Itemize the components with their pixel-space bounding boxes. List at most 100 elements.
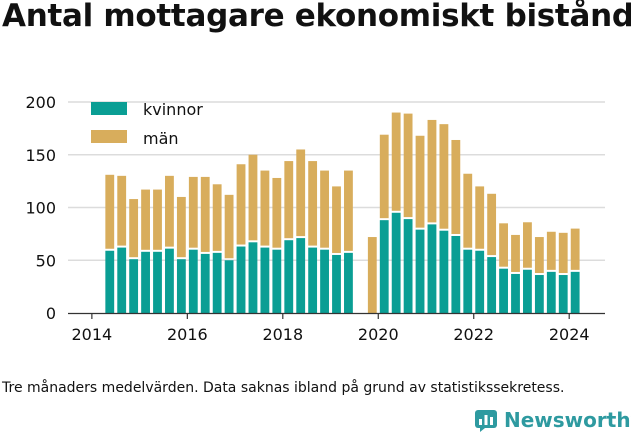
brand-logo[interactable]: Newsworthy	[474, 408, 631, 432]
bar-man	[188, 176, 198, 248]
bar-kvinnor	[236, 246, 246, 313]
y-tick-label: 100	[25, 199, 56, 218]
bar-man	[176, 196, 186, 258]
legend-label-man: män	[143, 129, 179, 148]
bar-kvinnor	[165, 248, 174, 313]
bar-kvinnor	[296, 238, 306, 313]
bar-man	[403, 113, 413, 218]
bar-kvinnor	[546, 271, 556, 313]
bar-kvinnor	[141, 251, 150, 313]
bar-man	[248, 154, 258, 241]
bar-man	[427, 119, 437, 223]
stacked-bar-chart: 0 50 100 150 200 2014 2016 2018 2020 2022 2024 kvi…	[25, 93, 605, 344]
bar-man	[451, 139, 461, 234]
bar-man	[391, 112, 401, 211]
bar-kvinnor	[272, 249, 282, 313]
bar-kvinnor	[320, 249, 329, 313]
bar-man	[141, 189, 150, 250]
chart-title: Antal mottagare ekonomiskt bistånd	[2, 0, 631, 34]
bar-man	[344, 170, 353, 251]
bar-kvinnor	[260, 247, 270, 313]
bar-kvinnor	[534, 275, 544, 313]
legend-swatch-kvinnor	[91, 102, 127, 115]
bar-man	[523, 222, 532, 268]
x-tick-label: 2022	[453, 325, 494, 344]
bar-kvinnor	[200, 253, 210, 313]
bar-kvinnor	[379, 220, 389, 313]
bar-man	[499, 223, 508, 267]
bar-kvinnor	[475, 250, 485, 313]
bar-man	[129, 199, 139, 258]
bar-kvinnor	[415, 229, 425, 313]
bar-man	[463, 173, 473, 248]
y-tick-label: 0	[46, 304, 56, 323]
bar-kvinnor	[224, 260, 234, 313]
bar-man	[320, 170, 329, 248]
y-tick-label: 200	[25, 93, 56, 112]
bar-man	[296, 149, 306, 237]
bar-kvinnor	[188, 249, 198, 313]
bar-man	[570, 228, 580, 270]
bar-man	[153, 189, 162, 250]
x-tick-label: 2020	[358, 325, 399, 344]
bar-man	[415, 135, 425, 228]
bar-kvinnor	[344, 252, 353, 313]
bar-kvinnor	[463, 249, 473, 313]
bar-kvinnor	[117, 247, 127, 313]
bar-man	[439, 124, 449, 229]
bar-kvinnor	[487, 257, 497, 313]
bar-kvinnor	[499, 268, 508, 313]
bar-kvinnor	[403, 219, 413, 313]
bar-kvinnor	[332, 254, 341, 313]
bars	[105, 112, 580, 313]
bar-man	[332, 186, 341, 253]
bar-kvinnor	[176, 259, 186, 313]
bar-man	[236, 164, 246, 245]
y-tick-label: 50	[36, 251, 56, 270]
bar-kvinnor	[439, 230, 449, 313]
bar-kvinnor	[308, 247, 318, 313]
bar-kvinnor	[427, 224, 437, 313]
bar-man	[546, 231, 556, 270]
bar-kvinnor	[451, 235, 461, 313]
bar-man	[475, 186, 485, 249]
bar-kvinnor	[511, 273, 520, 313]
x-tick-label: 2018	[262, 325, 303, 344]
bar-man	[105, 174, 115, 249]
bar-kvinnor	[248, 242, 258, 313]
bar-man	[260, 170, 270, 246]
x-tick-label: 2024	[549, 325, 590, 344]
y-tick-label: 150	[25, 146, 56, 165]
brand-name: Newsworthy	[504, 408, 631, 432]
x-tick-label: 2016	[167, 325, 208, 344]
bar-man	[212, 184, 222, 251]
bar-kvinnor	[153, 251, 162, 313]
legend-swatch-man	[91, 130, 127, 143]
axes: 0 50 100 150 200 2014 2016 2018 2020 2022 2024	[25, 93, 605, 344]
bar-man	[284, 161, 294, 239]
bar-kvinnor	[523, 269, 532, 313]
bar-man	[367, 237, 377, 313]
bar-man	[534, 237, 544, 274]
bar-man	[308, 161, 318, 246]
bar-man	[511, 234, 520, 272]
bar-man	[224, 194, 234, 259]
legend-label-kvinnor: kvinnor	[143, 100, 203, 119]
bar-man	[165, 175, 174, 247]
bar-man	[200, 176, 210, 252]
bar-man	[487, 193, 497, 256]
bar-kvinnor	[558, 275, 568, 313]
bar-kvinnor	[212, 252, 222, 313]
bar-kvinnor	[129, 259, 139, 313]
bar-man	[558, 232, 568, 274]
bar-kvinnor	[391, 212, 401, 313]
bar-man	[272, 177, 282, 248]
bar-kvinnor	[105, 250, 115, 313]
bar-kvinnor	[284, 240, 294, 313]
x-tick-label: 2014	[72, 325, 113, 344]
bar-man	[117, 175, 127, 246]
footnote: Tre månaders medelvärden. Data saknas ib…	[2, 380, 565, 396]
bar-kvinnor	[570, 271, 580, 313]
newsworthy-logo-icon	[475, 410, 497, 432]
legend: kvinnor män	[91, 100, 203, 148]
